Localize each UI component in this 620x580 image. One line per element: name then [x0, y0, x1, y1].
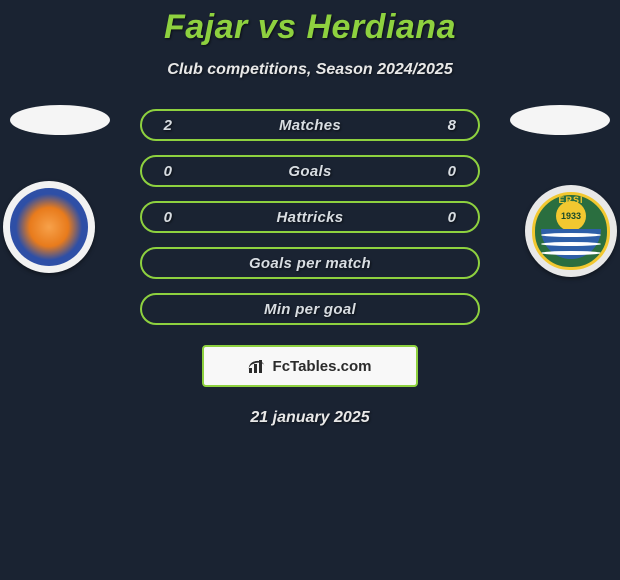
left-side — [0, 109, 120, 273]
player-placeholder-left — [10, 105, 110, 135]
arema-crest-icon — [10, 188, 88, 266]
stat-row-goals: 0Goals0 — [140, 155, 480, 187]
stat-label: Goals per match — [160, 255, 460, 272]
stat-value-right: 8 — [444, 117, 460, 134]
stat-value-right: 0 — [444, 209, 460, 226]
stat-label: Matches — [176, 117, 444, 134]
stat-value-left: 0 — [160, 209, 176, 226]
page-title: Fajar vs Herdiana — [0, 8, 620, 47]
stat-value-left: 0 — [160, 163, 176, 180]
stat-value-right: 0 — [444, 163, 460, 180]
persib-crest-icon: ERSI 1933 — [532, 192, 610, 270]
layout-row: 2Matches80Goals00Hattricks0Goals per mat… — [0, 109, 620, 427]
player-placeholder-right — [510, 105, 610, 135]
stat-value-left: 2 — [160, 117, 176, 134]
stat-label: Min per goal — [160, 301, 460, 318]
right-side: ERSI 1933 — [500, 109, 620, 277]
brand-box[interactable]: FcTables.com — [202, 345, 418, 387]
chart-icon — [249, 359, 267, 373]
team-badge-right: ERSI 1933 — [525, 185, 617, 277]
stat-label: Hattricks — [176, 209, 444, 226]
stat-row-matches: 2Matches8 — [140, 109, 480, 141]
wave-stripes-icon — [541, 229, 601, 259]
subtitle: Club competitions, Season 2024/2025 — [0, 61, 620, 79]
comparison-card: Fajar vs Herdiana Club competitions, Sea… — [0, 0, 620, 427]
stat-row-hattricks: 0Hattricks0 — [140, 201, 480, 233]
stat-row-goals-per-match: Goals per match — [140, 247, 480, 279]
team-badge-left — [3, 181, 95, 273]
brand-text: FcTables.com — [273, 358, 372, 375]
badge-right-year: 1933 — [556, 201, 586, 231]
stats-column: 2Matches80Goals00Hattricks0Goals per mat… — [120, 109, 500, 427]
date-label: 21 january 2025 — [250, 409, 369, 427]
stat-label: Goals — [176, 163, 444, 180]
stat-row-min-per-goal: Min per goal — [140, 293, 480, 325]
